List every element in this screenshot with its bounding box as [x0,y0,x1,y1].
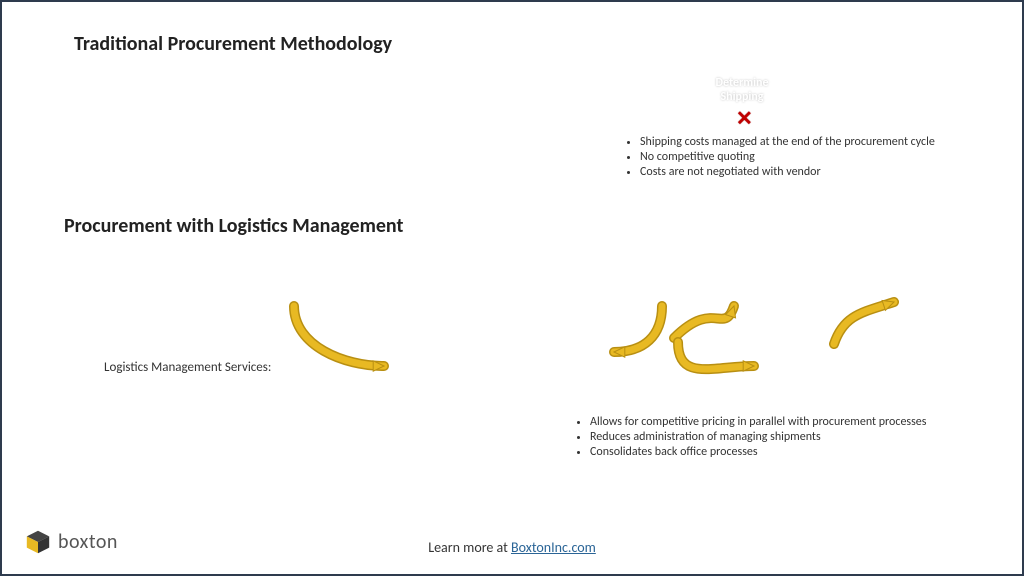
chevron-label: SelectVendor [274,77,310,105]
chevron-label: ConfirmOrder [572,77,612,105]
section1-step-1: SelectVendor [224,66,364,116]
footer-text: Learn more at [428,539,511,556]
section1-step-2: NegotiateRates [374,66,514,116]
section2-bullets: Allows for competitive pricing in parall… [574,414,926,460]
chevron-label: ReceiveProduct [872,77,911,105]
section1-step-5: ReceiveProduct [824,66,964,116]
chevron-label: NegotiateRates [418,77,467,105]
curved-arrow-vendor-to-engage [254,266,424,406]
bullet-item: Allows for competitive pricing in parall… [590,415,926,429]
curved-arrow-manage-to-receive [794,262,934,384]
chevron-label: NegotiateRates [418,261,467,289]
chevron-label: DetermineShipping [715,77,768,105]
section-title: Traditional Procurement Methodology [74,32,392,56]
section1-step-0: Request forQuote [74,66,214,116]
section2-step-0: Request forQuote [74,250,214,300]
footer-link[interactable]: BoxtonInc.com [511,539,596,556]
bullet-item: Shipping costs managed at the end of the… [640,135,935,149]
curved-arrow-bid-to-manage [638,302,794,406]
x-mark-icon: ✕ [736,106,753,131]
section-title: Procurement with Logistics Management [64,214,403,238]
section1-step-3: ConfirmOrder [524,66,664,116]
chevron-label: Request forQuote [113,261,170,289]
section1-bullets: Shipping costs managed at the end of the… [624,134,935,180]
logistics-services-label: Logistics Management Services: [104,360,271,375]
bullet-item: Consolidates back office processes [590,445,926,459]
bullet-item: Costs are not negotiated with vendor [640,165,935,179]
chevron-label: Request forQuote [113,77,170,105]
bullet-item: Reduces administration of managing shipm… [590,430,926,444]
footer-learn-more: Learn more at BoxtonInc.com [14,539,1010,556]
bullet-item: No competitive quoting [640,150,935,164]
